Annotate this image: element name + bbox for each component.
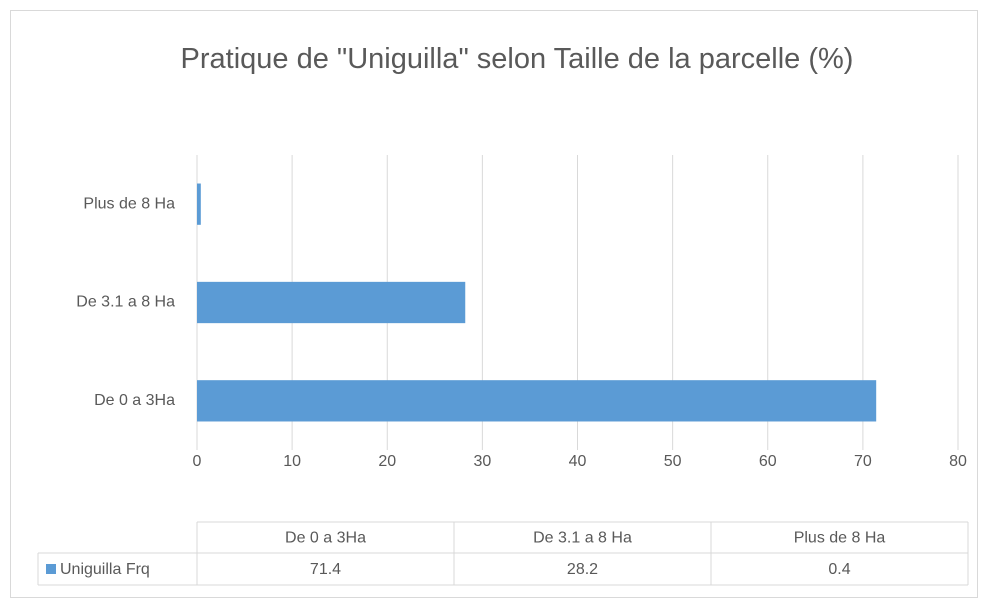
table-header: Plus de 8 Ha xyxy=(794,530,886,547)
table-value: 0.4 xyxy=(828,561,850,578)
chart-border xyxy=(10,10,978,598)
x-tick-label: 0 xyxy=(193,453,202,470)
x-tick-label: 30 xyxy=(473,453,491,470)
bar xyxy=(197,183,201,225)
x-tick-label: 10 xyxy=(283,453,301,470)
table-header: De 0 a 3Ha xyxy=(285,530,366,547)
x-tick-label: 70 xyxy=(854,453,872,470)
bar xyxy=(197,281,466,324)
x-tick-label: 20 xyxy=(378,453,396,470)
table-value: 28.2 xyxy=(567,561,598,578)
table-header: De 3.1 a 8 Ha xyxy=(533,530,632,547)
x-tick-label: 50 xyxy=(664,453,682,470)
y-tick-label: De 3.1 a 8 Ha xyxy=(76,294,175,311)
y-tick-label: De 0 a 3Ha xyxy=(94,392,175,409)
bar xyxy=(197,380,877,422)
x-tick-label: 40 xyxy=(569,453,587,470)
legend-label: Uniguilla Frq xyxy=(60,561,150,578)
chart-title: Pratique de "Uniguilla" selon Taille de … xyxy=(180,43,854,75)
x-tick-label: 60 xyxy=(759,453,777,470)
table-value: 71.4 xyxy=(310,561,341,578)
y-tick-label: Plus de 8 Ha xyxy=(83,195,175,212)
legend-swatch xyxy=(46,564,56,574)
x-tick-label: 80 xyxy=(949,453,967,470)
